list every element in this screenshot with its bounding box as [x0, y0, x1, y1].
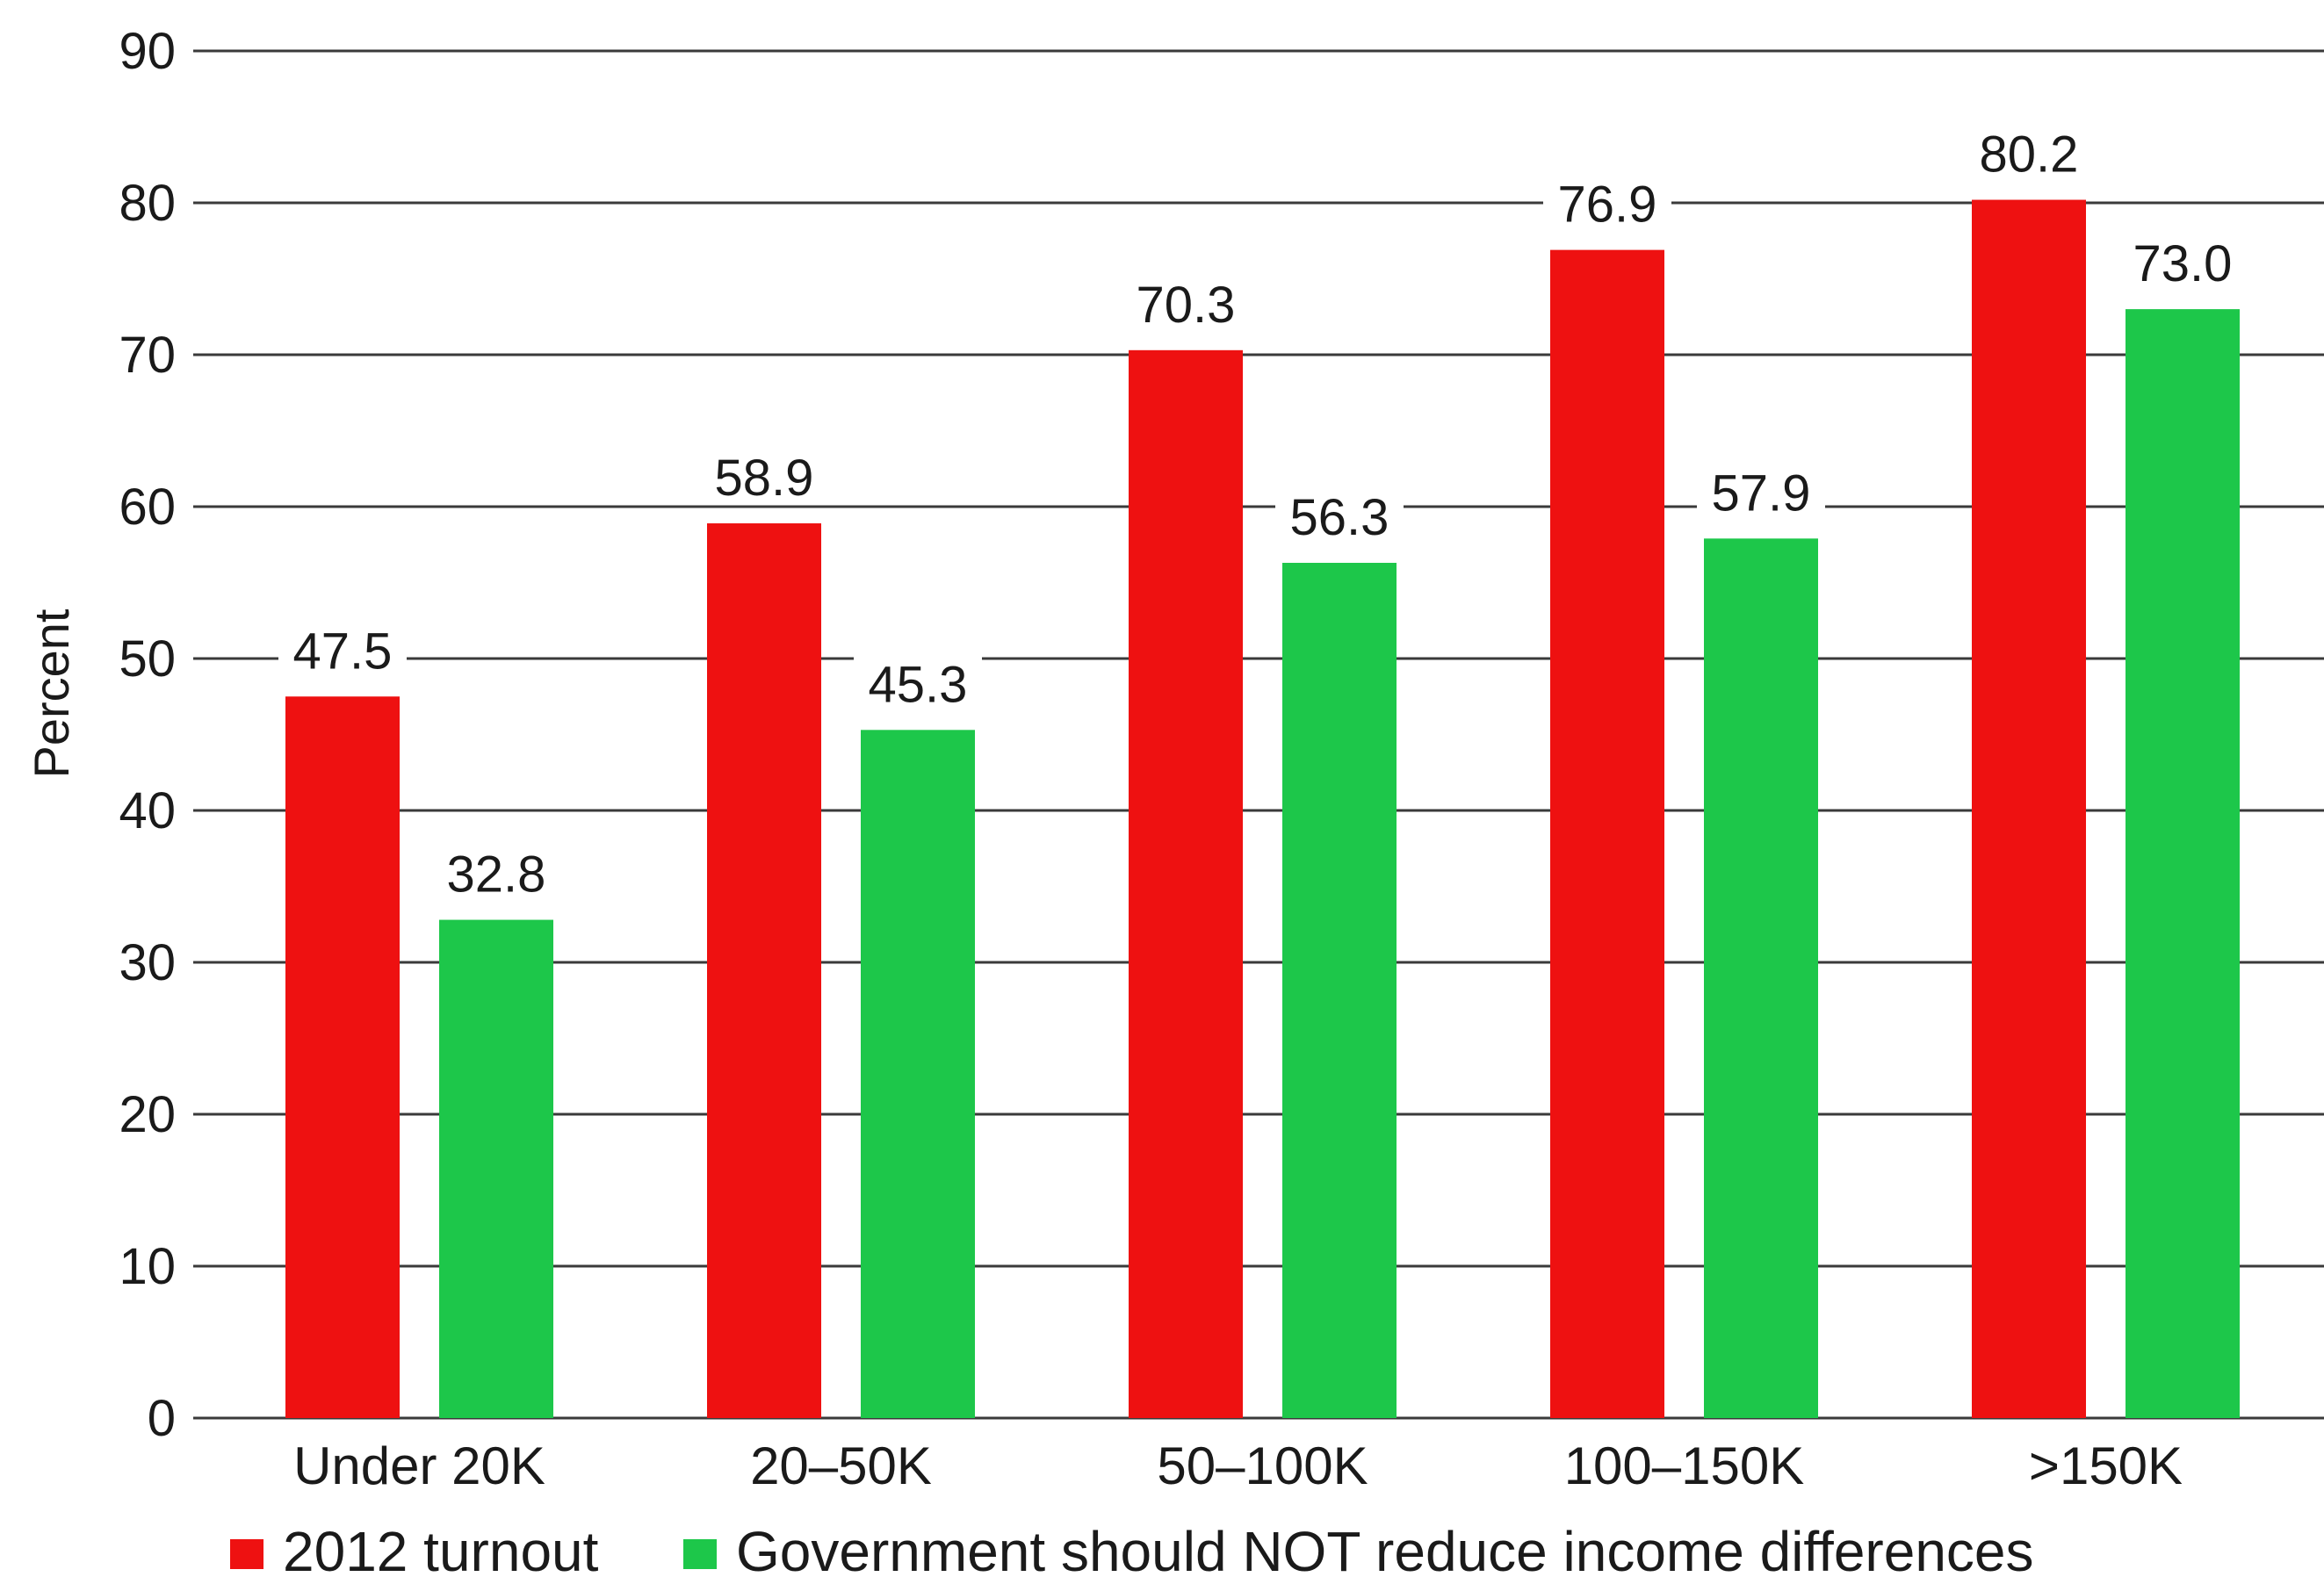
bar-2012-turnout-under-20k: [285, 696, 400, 1418]
bar-government-should-not-reduce-income-differences-50-100k: [1282, 563, 1397, 1418]
data-label-bg-2012-turnout-100-150k: [1543, 174, 1671, 231]
y-tick-label-70: 70: [119, 327, 176, 384]
y-tick-label-90: 90: [119, 23, 176, 80]
bar-government-should-not-reduce-income-differences-under-20k: [439, 919, 553, 1418]
data-label-bg-government-should-not-reduce-income-differences-under-20k: [432, 844, 560, 901]
bar-2012-turnout-20-50k: [707, 523, 821, 1418]
legend-label-government-should-not-reduce: Government should NOT reduce income diff…: [736, 1520, 2034, 1583]
y-tick-label-0: 0: [148, 1390, 176, 1447]
legend: 2012 turnout Government should NOT reduc…: [230, 1520, 2034, 1583]
x-category-label-100-150k: 100–150K: [1564, 1436, 1805, 1495]
bars: [285, 199, 2240, 1419]
bar-government-should-not-reduce-income-differences-100-150k: [1704, 538, 1818, 1418]
bar-2012-turnout-150k: [1972, 199, 2086, 1418]
data-label-bg-2012-turnout-50-100k: [1122, 274, 1250, 331]
bar-2012-turnout-100-150k: [1550, 249, 1664, 1418]
legend-label-2012-turnout: 2012 turnout: [283, 1520, 599, 1583]
data-label-bg-government-should-not-reduce-income-differences-20-50k: [854, 654, 982, 711]
y-tick-label-30: 30: [119, 934, 176, 991]
data-label-bg-government-should-not-reduce-income-differences-150k: [2118, 234, 2247, 291]
data-label-bg-2012-turnout-150k: [1965, 124, 2093, 181]
y-tick-label-80: 80: [119, 175, 176, 232]
bar-government-should-not-reduce-income-differences-20-50k: [861, 730, 975, 1418]
data-label-bg-government-should-not-reduce-income-differences-50-100k: [1275, 487, 1404, 544]
x-category-label-50-100k: 50–100K: [1157, 1436, 1368, 1495]
x-category-label-20-50k: 20–50K: [750, 1436, 932, 1495]
data-label-2012-turnout-100-150k: 76.9: [1558, 176, 1657, 234]
y-tick-label-10: 10: [119, 1238, 176, 1295]
bar-government-should-not-reduce-income-differences-150k: [2126, 309, 2240, 1419]
y-axis-ticks: 0 10 20 30 40 50 60 70 80 90: [119, 23, 176, 1447]
data-labels: 47.5 32.8 58.9 45.3 70.3 56.3 76.9 57.9 80.2 73.0: [278, 124, 2247, 904]
data-label-bg-2012-turnout-20-50k: [700, 448, 828, 505]
data-label-2012-turnout-under-20k: 47.5: [293, 623, 393, 680]
bar-2012-turnout-50-100k: [1129, 349, 1243, 1418]
x-axis-categories: Under 20K 20–50K 50–100K 100–150K >150K: [293, 1436, 2183, 1495]
y-tick-label-50: 50: [119, 630, 176, 688]
y-axis-title: Percent: [24, 608, 79, 778]
data-label-government-should-not-reduce-income-differences-50-100k: 56.3: [1290, 489, 1389, 546]
x-category-label-150k: >150K: [2029, 1436, 2183, 1495]
legend-swatch-2012-turnout: [230, 1539, 263, 1569]
data-label-bg-government-should-not-reduce-income-differences-100-150k: [1697, 463, 1825, 520]
y-tick-label-60: 60: [119, 479, 176, 536]
data-label-2012-turnout-50-100k: 70.3: [1137, 277, 1236, 334]
data-label-government-should-not-reduce-income-differences-100-150k: 57.9: [1712, 464, 1811, 522]
y-tick-label-40: 40: [119, 782, 176, 839]
data-label-government-should-not-reduce-income-differences-150k: 73.0: [2133, 235, 2233, 292]
legend-swatch-government-should-not-reduce: [683, 1539, 717, 1569]
y-tick-label-20: 20: [119, 1086, 176, 1143]
data-label-government-should-not-reduce-income-differences-20-50k: 45.3: [869, 656, 968, 713]
data-label-2012-turnout-20-50k: 58.9: [715, 450, 814, 507]
x-category-label-under-20k: Under 20K: [293, 1436, 545, 1495]
data-label-bg-2012-turnout-under-20k: [278, 621, 407, 678]
data-label-2012-turnout-150k: 80.2: [1980, 126, 2079, 184]
data-label-government-should-not-reduce-income-differences-under-20k: 32.8: [447, 846, 546, 904]
